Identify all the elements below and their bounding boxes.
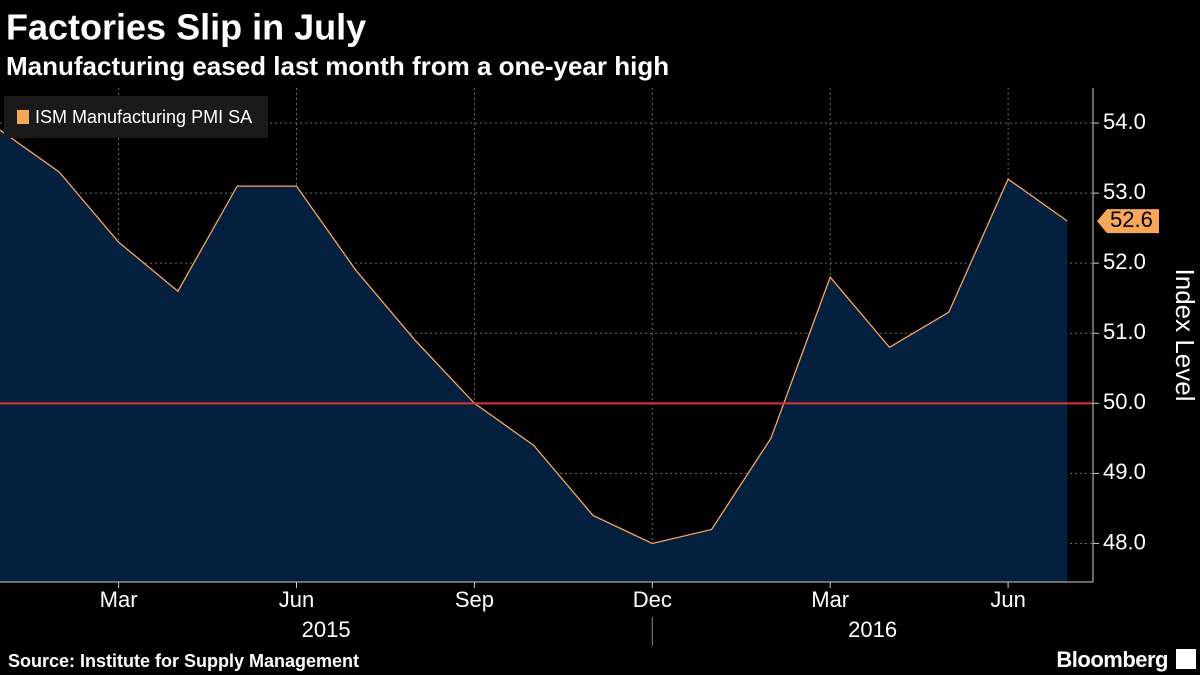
x-tick-label: Sep: [455, 587, 494, 612]
y-tick-label: 53.0: [1103, 179, 1146, 204]
y-tick-label: 52.0: [1103, 249, 1146, 274]
line: [0, 129, 1068, 545]
y-tick-label: 49.0: [1103, 459, 1146, 484]
x-group-label: 2015: [302, 617, 351, 642]
last-value-flag: [1097, 209, 1159, 234]
legend-swatch: [17, 110, 29, 124]
brand: Bloomberg: [1056, 647, 1168, 672]
x-tick-label: Mar: [811, 587, 849, 612]
x-tick-label: Jun: [279, 587, 314, 612]
x-tick-label: Jun: [990, 587, 1025, 612]
x-tick-label: Mar: [100, 587, 138, 612]
brand-icon: [1176, 649, 1196, 669]
x-group-label: 2016: [848, 617, 897, 642]
y-tick-label: 51.0: [1103, 319, 1146, 344]
last-value-label: 52.6: [1110, 207, 1153, 232]
y-tick-label: 48.0: [1103, 529, 1146, 554]
legend-box: [4, 96, 268, 138]
chart-title: Factories Slip in July: [6, 7, 366, 48]
y-axis-label: Index Level: [1170, 269, 1200, 402]
source: Source: Institute for Supply Management: [8, 651, 359, 671]
legend-label: ISM Manufacturing PMI SA: [35, 107, 252, 127]
y-tick-label: 54.0: [1103, 109, 1146, 134]
x-tick-label: Dec: [633, 587, 672, 612]
y-tick-label: 50.0: [1103, 389, 1146, 414]
plot-area: 48.0 49.0 50.0 51.0 52.0 53.0 54.0 Mar Jun Sep Dec…: [0, 88, 1159, 646]
area: [0, 130, 1068, 583]
chart-subtitle: Manufacturing eased last month from a on…: [6, 51, 669, 81]
